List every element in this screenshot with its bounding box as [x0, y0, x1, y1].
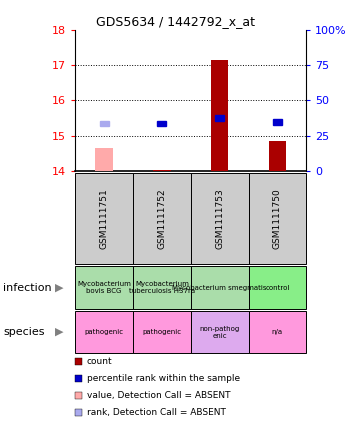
Text: value, Detection Call = ABSENT: value, Detection Call = ABSENT: [87, 391, 230, 400]
Text: ▶: ▶: [55, 283, 64, 293]
Bar: [215, 115, 224, 121]
Text: pathogenic: pathogenic: [85, 329, 124, 335]
Text: GSM1111751: GSM1111751: [100, 189, 108, 249]
Text: GSM1111752: GSM1111752: [158, 189, 166, 249]
Bar: [133, 311, 191, 353]
Text: Mycobacterium smegmatis: Mycobacterium smegmatis: [172, 285, 267, 291]
Bar: [248, 311, 306, 353]
Text: control: control: [265, 285, 289, 291]
Bar: [96, 148, 113, 171]
Bar: [157, 121, 167, 126]
Bar: [75, 173, 133, 264]
Bar: [248, 266, 306, 309]
Text: GSM1111753: GSM1111753: [215, 189, 224, 249]
Text: count: count: [87, 357, 112, 366]
Bar: [211, 60, 228, 171]
Text: rank, Detection Call = ABSENT: rank, Detection Call = ABSENT: [87, 408, 226, 417]
Bar: [133, 173, 191, 264]
Text: Mycobacterium
bovis BCG: Mycobacterium bovis BCG: [77, 281, 131, 294]
Text: percentile rank within the sample: percentile rank within the sample: [87, 374, 240, 383]
Bar: [248, 173, 306, 264]
Bar: [191, 311, 248, 353]
Text: non-pathog
enic: non-pathog enic: [199, 326, 240, 338]
Text: ▶: ▶: [55, 327, 64, 337]
Text: pathogenic: pathogenic: [142, 329, 181, 335]
Text: GSM1111750: GSM1111750: [273, 189, 282, 249]
Bar: [99, 121, 109, 126]
Text: species: species: [4, 327, 45, 337]
Text: Mycobacterium
tuberculosis H37ra: Mycobacterium tuberculosis H37ra: [129, 281, 195, 294]
Text: GDS5634 / 1442792_x_at: GDS5634 / 1442792_x_at: [96, 15, 254, 28]
Bar: [75, 266, 133, 309]
Bar: [269, 141, 286, 171]
Text: n/a: n/a: [272, 329, 283, 335]
Bar: [191, 266, 248, 309]
Bar: [153, 170, 170, 171]
Bar: [273, 119, 282, 124]
Bar: [133, 266, 191, 309]
Text: infection: infection: [4, 283, 52, 293]
Bar: [191, 173, 248, 264]
Bar: [75, 311, 133, 353]
